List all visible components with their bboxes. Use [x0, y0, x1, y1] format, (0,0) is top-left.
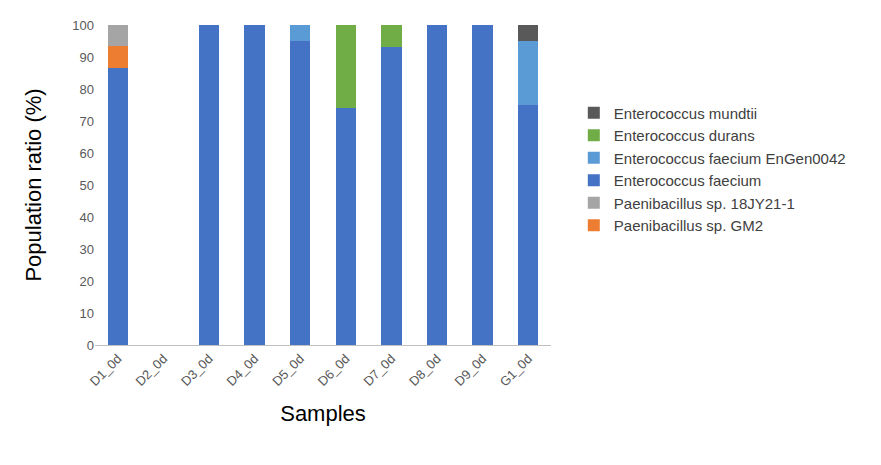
svg-text:10: 10: [80, 306, 94, 321]
svg-text:Population ratio (%): Population ratio (%): [21, 88, 46, 281]
svg-text:D7_0d: D7_0d: [360, 351, 398, 389]
svg-text:70: 70: [80, 114, 94, 129]
svg-text:D4_0d: D4_0d: [224, 351, 262, 389]
svg-text:Paenibacillus sp. 18JY21-1: Paenibacillus sp. 18JY21-1: [614, 195, 795, 212]
svg-text:D1_0d: D1_0d: [87, 351, 125, 389]
svg-text:Paenibacillus sp. GM2: Paenibacillus sp. GM2: [614, 217, 763, 234]
svg-text:60: 60: [80, 146, 94, 161]
svg-text:Enterococcus mundtii: Enterococcus mundtii: [614, 105, 757, 122]
svg-text:30: 30: [80, 242, 94, 257]
svg-text:Samples: Samples: [280, 401, 366, 426]
svg-text:D3_0d: D3_0d: [178, 351, 216, 389]
svg-text:D5_0d: D5_0d: [269, 351, 307, 389]
svg-text:90: 90: [80, 50, 94, 65]
svg-text:D8_0d: D8_0d: [406, 351, 444, 389]
svg-text:Enterococcus faecium: Enterococcus faecium: [614, 172, 762, 189]
svg-text:50: 50: [80, 178, 94, 193]
svg-text:D2_0d: D2_0d: [132, 351, 170, 389]
svg-text:D9_0d: D9_0d: [452, 351, 490, 389]
svg-text:D6_0d: D6_0d: [315, 351, 353, 389]
svg-text:20: 20: [80, 274, 94, 289]
svg-text:Enterococcus durans: Enterococcus durans: [614, 127, 755, 144]
svg-text:G1_0d: G1_0d: [497, 351, 535, 389]
svg-text:0: 0: [87, 338, 94, 353]
svg-text:Enterococcus faecium EnGen0042: Enterococcus faecium EnGen0042: [614, 150, 846, 167]
svg-text:100: 100: [72, 18, 94, 33]
svg-text:40: 40: [80, 210, 94, 225]
svg-text:80: 80: [80, 82, 94, 97]
